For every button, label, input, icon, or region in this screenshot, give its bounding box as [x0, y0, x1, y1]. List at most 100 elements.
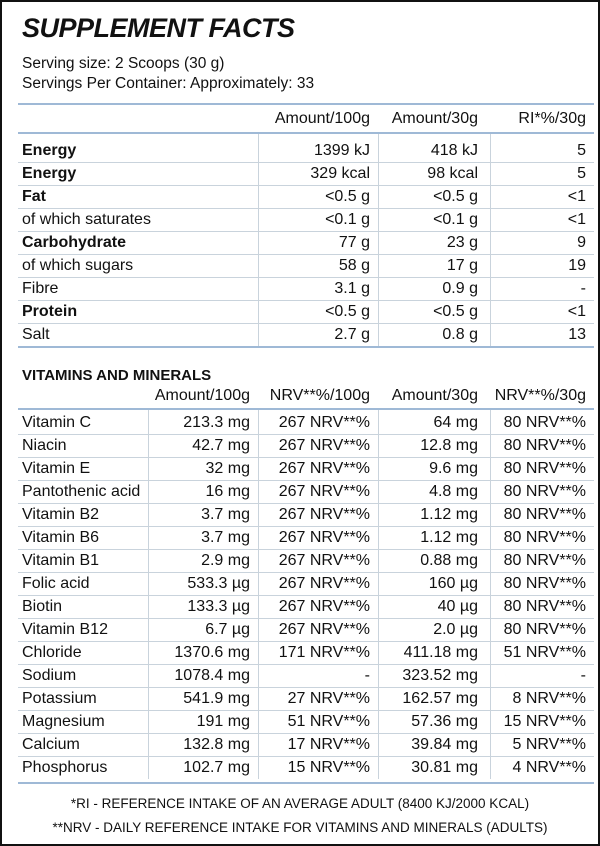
nutrient-value: 329 kcal	[310, 165, 370, 182]
nutrient-value: 213.3 mg	[183, 414, 250, 431]
nutrient-value: <0.5 g	[325, 188, 370, 205]
column-line	[258, 134, 259, 346]
nutrient-value: 267 NRV**%	[278, 483, 370, 500]
row-line	[18, 572, 594, 573]
row-line	[18, 664, 594, 665]
serving-size: Serving size: 2 Scoops (30 g)	[22, 55, 225, 72]
row-line	[18, 300, 594, 301]
nutrient-name: Pantothenic acid	[22, 483, 141, 500]
nutrient-name: Salt	[22, 326, 50, 343]
nutrient-value: 17 NRV**%	[287, 736, 370, 753]
nutrient-value: 4.8 mg	[429, 483, 478, 500]
nutrient-value: 80 NRV**%	[503, 552, 586, 569]
nutrient-value: 64 mg	[433, 414, 478, 431]
divider	[18, 782, 594, 784]
row-line	[18, 208, 594, 209]
row-line	[18, 549, 594, 550]
nutrient-value: 51 NRV**%	[503, 644, 586, 661]
nutrient-value: 1.12 mg	[420, 506, 478, 523]
nutrient-value: 533.3 µg	[187, 575, 250, 592]
nutrient-value: <0.5 g	[433, 303, 478, 320]
nutrient-value: 162.57 mg	[402, 690, 478, 707]
nutrient-value: -	[580, 280, 586, 297]
nutrient-value: 3.7 mg	[201, 529, 250, 546]
nutrient-value: <0.1 g	[433, 211, 478, 228]
row-line	[18, 710, 594, 711]
nutrient-name: Calcium	[22, 736, 80, 753]
nutrient-value: 2.9 mg	[201, 552, 250, 569]
nutrient-value: <0.1 g	[325, 211, 370, 228]
nutrient-value: 23 g	[446, 234, 478, 251]
column-header: RI*%/30g	[518, 110, 586, 127]
nutrient-value: 0.9 g	[442, 280, 478, 297]
nutrient-name: of which saturates	[22, 211, 151, 228]
nutrient-value: 267 NRV**%	[278, 529, 370, 546]
row-line	[18, 526, 594, 527]
nutrient-name: Protein	[22, 303, 78, 320]
column-line	[490, 134, 491, 346]
nutrient-value: 418 kJ	[430, 142, 478, 159]
nutrient-value: 80 NRV**%	[503, 575, 586, 592]
nutrient-value: 2.0 µg	[433, 621, 478, 638]
nutrient-value: 3.1 g	[334, 280, 370, 297]
nutrient-value: 1.12 mg	[420, 529, 478, 546]
nutrient-value: 267 NRV**%	[278, 598, 370, 615]
nutrient-name: Vitamin B1	[22, 552, 100, 569]
row-line	[18, 162, 594, 163]
nutrient-value: 80 NRV**%	[503, 621, 586, 638]
divider	[18, 408, 594, 410]
nutrient-value: 132.8 mg	[183, 736, 250, 753]
nutrient-value: 267 NRV**%	[278, 437, 370, 454]
nutrient-value: 8 NRV**%	[512, 690, 586, 707]
row-line	[18, 434, 594, 435]
nutrient-value: 15 NRV**%	[287, 759, 370, 776]
nutrient-value: 267 NRV**%	[278, 460, 370, 477]
nutrient-value: 5	[577, 142, 586, 159]
nutrient-name: Energy	[22, 165, 77, 182]
column-line	[148, 410, 149, 779]
divider	[18, 132, 594, 134]
nutrient-value: 541.9 mg	[183, 690, 250, 707]
column-line	[490, 410, 491, 779]
nutrient-value: 15 NRV**%	[503, 713, 586, 730]
row-line	[18, 277, 594, 278]
column-header: NRV**%/30g	[494, 387, 586, 404]
nutrient-name: Chloride	[22, 644, 82, 661]
nutrient-value: 267 NRV**%	[278, 506, 370, 523]
title: SUPPLEMENT FACTS	[22, 13, 295, 43]
nutrient-name: of which sugars	[22, 257, 134, 274]
nutrient-value: 9.6 mg	[429, 460, 478, 477]
nutrient-value: 80 NRV**%	[503, 460, 586, 477]
nutrient-name: Vitamin E	[22, 460, 91, 477]
nutrient-value: <1	[567, 211, 586, 228]
nutrient-name: Vitamin B12	[22, 621, 108, 638]
row-line	[18, 595, 594, 596]
nutrient-value: 80 NRV**%	[503, 437, 586, 454]
nutrient-value: 19	[568, 257, 586, 274]
nutrient-value: 51 NRV**%	[287, 713, 370, 730]
nutrient-value: 80 NRV**%	[503, 483, 586, 500]
nutrient-name: Fibre	[22, 280, 59, 297]
nutrient-value: 267 NRV**%	[278, 552, 370, 569]
nutrient-value: 80 NRV**%	[503, 529, 586, 546]
nutrient-value: 411.18 mg	[403, 644, 478, 661]
servings-per-container: Servings Per Container: Approximately: 3…	[22, 75, 315, 92]
nutrient-value: 42.7 mg	[192, 437, 250, 454]
nutrient-value: 267 NRV**%	[278, 621, 370, 638]
nutrient-value: -	[364, 667, 370, 684]
column-header: Amount/100g	[274, 110, 370, 127]
nutrient-value: 160 µg	[428, 575, 478, 592]
row-line	[18, 185, 594, 186]
row-line	[18, 231, 594, 232]
nutrient-value: <0.5 g	[433, 188, 478, 205]
row-line	[18, 687, 594, 688]
nutrient-value: 171 NRV**%	[278, 644, 370, 661]
nutrient-value: 0.8 g	[442, 326, 478, 343]
row-line	[18, 323, 594, 324]
nutrient-value: 4 NRV**%	[512, 759, 586, 776]
row-line	[18, 254, 594, 255]
nutrient-value: 57.36 mg	[411, 713, 478, 730]
footnote: *RI - REFERENCE INTAKE OF AN AVERAGE ADU…	[70, 796, 530, 811]
nutrient-value: 1078.4 mg	[174, 667, 250, 684]
